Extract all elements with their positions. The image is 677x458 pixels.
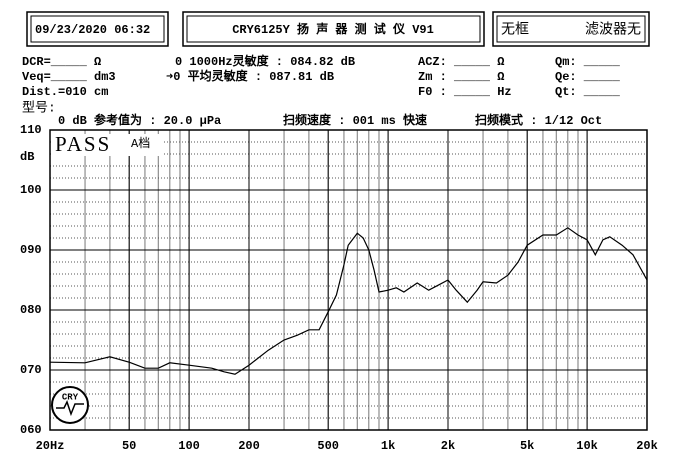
frame: [30, 15, 165, 43]
param: Qt: _____: [555, 85, 621, 99]
frame-label: 无框: [501, 22, 529, 39]
y-tick-label: 070: [20, 363, 42, 377]
param: DCR=_____ Ω: [22, 55, 101, 69]
x-tick-label: 20k: [636, 439, 658, 453]
x-tick-label: 5k: [520, 439, 534, 453]
param: 扫频模式 : 1/12 Oct: [475, 112, 602, 128]
y-tick-label: 080: [20, 303, 42, 317]
param: 型号:: [22, 100, 56, 115]
logo-ring: [51, 386, 89, 424]
frame: [492, 11, 650, 47]
plot: 060 070 080 090 100 110 20Hz 50 100 200 500 1k 2k 5k 1…: [20, 123, 658, 453]
param: Zm : _____ Ω: [418, 70, 504, 84]
x-tick-label: 2k: [441, 439, 455, 453]
y-tick-label: 090: [20, 243, 42, 257]
response-curve: [49, 227, 648, 375]
x-tick-label: 50: [122, 439, 136, 453]
pass-label: PASS: [55, 132, 111, 156]
param: 0 dB 参考值为 : 20.0 μPa: [58, 112, 221, 128]
x-tick-label: 500: [317, 439, 339, 453]
y-tick-label: 060: [20, 423, 42, 437]
frame: [186, 15, 481, 43]
logo: CRY: [51, 386, 89, 424]
logo-wave: [56, 400, 84, 417]
x-tick-label: 1k: [381, 439, 395, 453]
badge-bg: [52, 134, 162, 156]
param: Dist.=010 cm: [22, 85, 108, 99]
frame: [496, 15, 646, 43]
y-tick-label: 110: [20, 123, 42, 137]
logo-text: CRY: [62, 392, 79, 402]
filter-label: 滤波器无: [585, 22, 641, 39]
param: ➜0 平均灵敏度 : 087.81 dB: [166, 68, 334, 84]
x-tick-label: 10k: [576, 439, 598, 453]
instrument: CRY6125Y 扬 声 器 测 试 仪 V91: [232, 21, 434, 37]
param: ACZ: _____ Ω: [418, 55, 504, 69]
x-tick-label: 100: [178, 439, 200, 453]
param: Qe: _____: [555, 70, 621, 84]
param: F0 : _____ Hz: [418, 85, 512, 99]
y-tick-label: 100: [20, 183, 42, 197]
param: 0 1000Hz灵敏度 : 084.82 dB: [175, 53, 355, 69]
param: Qm: _____: [555, 55, 621, 69]
frame: [182, 11, 485, 47]
param: Veq=_____ dm3: [22, 70, 116, 84]
y-axis-label: dB: [20, 150, 34, 164]
datetime: 09/23/2020 06:32: [35, 23, 150, 37]
x-tick-label: 20Hz: [36, 439, 65, 453]
frame: [26, 11, 169, 47]
param: 扫频速度 : 001 ms 快速: [283, 112, 427, 128]
range-label: A档: [131, 136, 150, 151]
x-tick-label: 200: [238, 439, 260, 453]
